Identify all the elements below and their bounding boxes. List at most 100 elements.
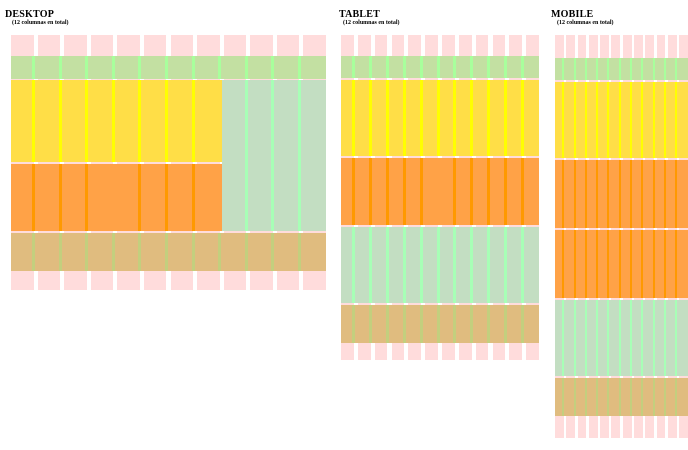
sidebar-column-stripe — [402, 227, 406, 303]
feature-2-column-stripe — [652, 230, 655, 298]
sidebar-column-stripe — [470, 227, 474, 303]
sidebar-column-stripe — [652, 300, 655, 376]
header-column-stripe — [32, 56, 36, 79]
mobile-title: MOBILE — [551, 9, 594, 20]
header-column-stripe — [470, 56, 474, 78]
feature-2-block — [115, 164, 222, 231]
footer-column-stripe — [436, 305, 440, 343]
sidebar-column-stripe — [244, 80, 248, 231]
header-column-stripe — [369, 56, 373, 78]
desktop-title: DESKTOP — [5, 9, 55, 20]
sidebar-column-stripe — [453, 227, 457, 303]
header-column-stripe — [652, 58, 655, 80]
header-column-stripe — [618, 58, 621, 80]
sidebar-column-stripe — [369, 227, 373, 303]
header-column-stripe — [641, 58, 644, 80]
feature-2-column-stripe — [618, 230, 621, 298]
hero-column-stripe — [470, 80, 474, 156]
sidebar-column-stripe — [271, 80, 275, 231]
footer-column-stripe — [352, 305, 356, 343]
header-column-stripe — [419, 56, 423, 78]
footer-column-stripe — [453, 305, 457, 343]
footer-column-stripe — [297, 233, 301, 271]
tablet-layout: TABLET (12 columnas en total) — [336, 0, 546, 450]
header-column-stripe — [58, 56, 62, 79]
header-column-stripe — [584, 58, 587, 80]
feature-1-column-stripe — [607, 160, 610, 228]
footer-column-stripe — [641, 378, 644, 416]
header-column-stripe — [503, 56, 507, 78]
footer-column-stripe — [419, 305, 423, 343]
header-column-stripe — [573, 58, 576, 80]
sidebar-column-stripe — [487, 227, 490, 303]
sidebar-column-stripe — [618, 300, 621, 376]
sidebar-column-stripe — [436, 227, 440, 303]
hero-column-stripe — [453, 80, 457, 156]
hero-column-stripe — [596, 82, 599, 158]
hero-column-stripe — [191, 80, 195, 162]
feature-1-column-stripe — [32, 164, 36, 231]
header-column-stripe — [436, 56, 440, 78]
hero-block — [11, 80, 222, 162]
desktop-layout: DESKTOP (12 columnas en total) — [0, 0, 330, 450]
hero-column-stripe — [436, 80, 440, 156]
sidebar-column-stripe — [675, 300, 678, 376]
feature-1-column-stripe — [596, 160, 599, 228]
header-column-stripe — [111, 56, 115, 79]
header-column-stripe — [453, 56, 457, 78]
feature-1-column-stripe — [386, 158, 389, 225]
feature-2-column-stripe — [453, 158, 457, 225]
header-column-stripe — [191, 56, 195, 79]
footer-column-stripe — [271, 233, 275, 271]
feature-1-block — [341, 158, 440, 225]
feature-2-column-stripe — [630, 230, 633, 298]
header-column-stripe — [165, 56, 168, 79]
header-column-stripe — [663, 58, 666, 80]
feature-2-column-stripe — [675, 230, 678, 298]
header-column-stripe — [297, 56, 301, 79]
hero-column-stripe — [419, 80, 423, 156]
footer-column-stripe — [618, 378, 621, 416]
hero-column-stripe — [584, 82, 587, 158]
sidebar-column-stripe — [386, 227, 389, 303]
feature-1-column-stripe — [85, 164, 89, 231]
footer-column-stripe — [630, 378, 633, 416]
footer-column-stripe — [85, 233, 89, 271]
feature-1-column-stripe — [630, 160, 633, 228]
footer-column-stripe — [573, 378, 576, 416]
feature-2-column-stripe — [487, 158, 490, 225]
feature-1-column-stripe — [573, 160, 576, 228]
sidebar-column-stripe — [584, 300, 587, 376]
footer-column-stripe — [470, 305, 474, 343]
header-column-stripe — [607, 58, 610, 80]
header-column-stripe — [487, 56, 490, 78]
sidebar-column-stripe — [352, 227, 356, 303]
sidebar-column-stripe — [607, 300, 610, 376]
hero-column-stripe — [165, 80, 168, 162]
feature-2-column-stripe — [573, 230, 576, 298]
feature-1-block — [11, 164, 116, 231]
hero-column-stripe — [85, 80, 89, 162]
hero-column-stripe — [58, 80, 62, 162]
header-column-stripe — [520, 56, 524, 78]
sidebar-column-stripe — [503, 227, 507, 303]
footer-column-stripe — [191, 233, 195, 271]
footer-column-stripe — [675, 378, 678, 416]
feature-1-column-stripe — [663, 160, 666, 228]
feature-2-column-stripe — [607, 230, 610, 298]
hero-column-stripe — [520, 80, 524, 156]
footer-column-stripe — [111, 233, 115, 271]
footer-column-stripe — [138, 233, 142, 271]
mobile-subtitle: (12 columnas en total) — [557, 20, 614, 26]
footer-column-stripe — [402, 305, 406, 343]
feature-2-column-stripe — [663, 230, 666, 298]
hero-column-stripe — [641, 82, 644, 158]
header-column-stripe — [402, 56, 406, 78]
footer-column-stripe — [244, 233, 248, 271]
hero-column-stripe — [369, 80, 373, 156]
feature-2-column-stripe — [562, 230, 565, 298]
hero-column-stripe — [652, 82, 655, 158]
hero-column-stripe — [663, 82, 666, 158]
hero-column-stripe — [562, 82, 565, 158]
footer-column-stripe — [165, 233, 168, 271]
